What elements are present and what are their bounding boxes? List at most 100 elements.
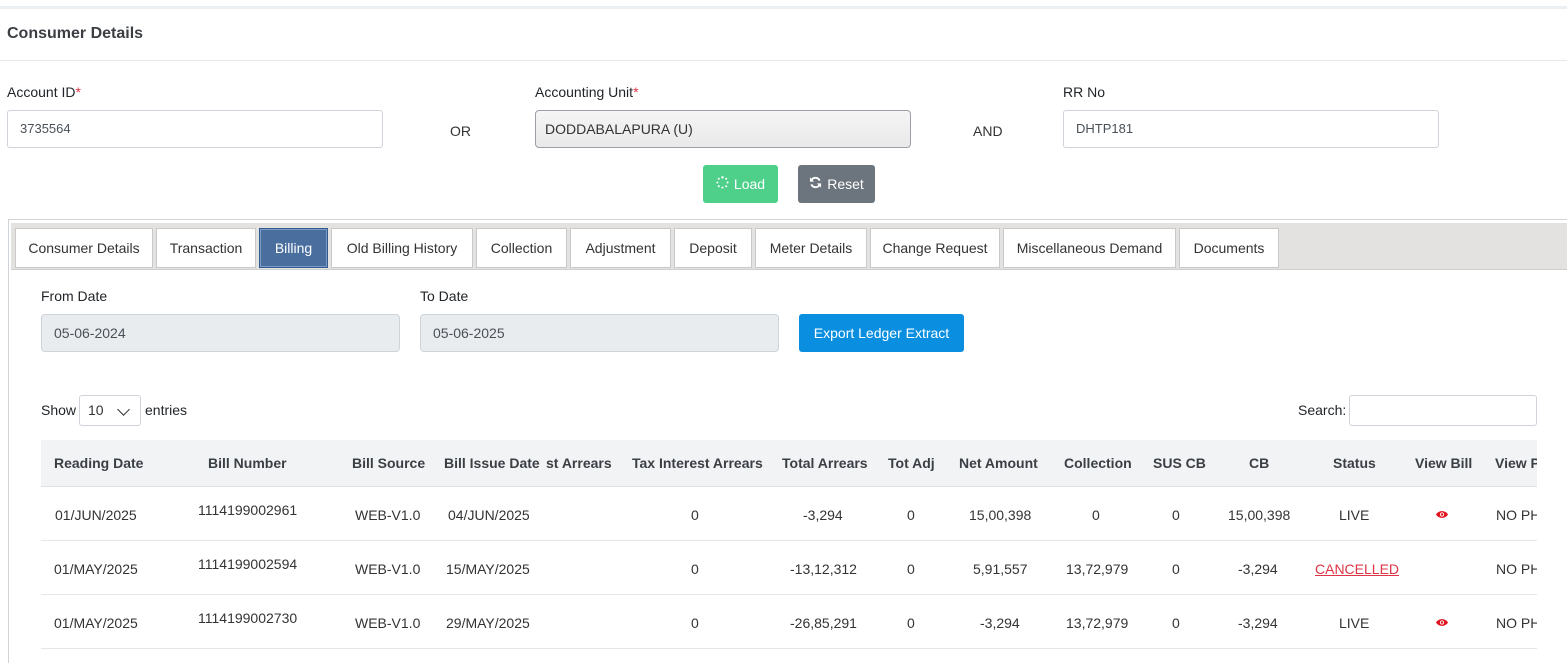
tab-miscellaneous-demand[interactable]: Miscellaneous Demand [1003,228,1176,268]
col-tot-adj[interactable]: Tot Adj [888,455,935,471]
col-view-bill[interactable]: View Bill [1415,455,1473,471]
page-title: Consumer Details [7,25,144,42]
tab-meter-details[interactable]: Meter Details [755,228,867,268]
cell-bill-source: WEB-V1.0 [355,615,421,631]
entries-select[interactable]: 10 [79,395,141,426]
tab-old-billing-history[interactable]: Old Billing History [331,228,473,268]
cell-view-photo: NO PH [1496,507,1537,523]
eye-icon[interactable] [1436,618,1448,627]
cell-total-arrears: -3,294 [803,507,843,523]
cell-tot-adj: 0 [907,615,915,631]
col-status[interactable]: Status [1333,455,1376,471]
entries-value: 10 [88,402,104,418]
cell-cb: -3,294 [1238,615,1278,631]
chevron-down-icon [117,403,130,416]
cell-tot-adj: 0 [907,561,915,577]
cell-tax-interest-arrears: 0 [691,615,699,631]
col-view-photo[interactable]: View P [1495,455,1537,471]
table-header: Reading Date Bill Number Bill Source Bil… [41,440,1537,487]
cell-bill-issue-date: 15/MAY/2025 [446,561,530,577]
cell-status: LIVE [1339,615,1370,631]
cell-bill-issue-date: 29/MAY/2025 [446,615,530,631]
row-divider [41,648,1537,649]
col-reading-date[interactable]: Reading Date [54,455,144,471]
billing-table: Reading Date Bill Number Bill Source Bil… [41,440,1537,663]
cell-collection: 0 [1092,507,1100,523]
search-input[interactable] [1349,395,1537,426]
tab-collection[interactable]: Collection [476,228,567,268]
spinner-icon [716,176,729,192]
search-label: Search: [1298,402,1347,418]
export-ledger-button[interactable]: Export Ledger Extract [799,314,964,352]
cell-net-amount: 15,00,398 [969,507,1032,523]
cell-cb: -3,294 [1238,561,1278,577]
tab-documents[interactable]: Documents [1179,228,1279,268]
cell-view-photo: NO PH [1496,615,1537,631]
cell-total-arrears: -26,85,291 [790,615,857,631]
cell-collection: 13,72,979 [1066,615,1129,631]
col-bill-source[interactable]: Bill Source [352,455,426,471]
tab-deposit[interactable]: Deposit [674,228,752,268]
cell-reading-date: 01/JUN/2025 [55,507,137,523]
col-tax-interest-arrears[interactable]: Tax Interest Arrears [632,455,763,471]
cell-reading-date: 01/MAY/2025 [54,561,138,577]
cell-bill-number: 1114199002594 [198,556,298,572]
cell-net-amount: 5,91,557 [973,561,1028,577]
col-sus-cb[interactable]: SUS CB [1153,455,1206,471]
cell-sus-cb: 0 [1172,507,1180,523]
from-date-input[interactable]: 05-06-2024 [41,314,400,352]
tab-consumer-details[interactable]: Consumer Details [15,228,153,268]
col-cb[interactable]: CB [1249,455,1270,471]
to-date-input[interactable]: 05-06-2025 [420,314,779,352]
title-divider [0,60,1567,61]
account-id-input[interactable]: 3735564 [7,110,383,148]
col-collection[interactable]: Collection [1064,455,1132,471]
cell-collection: 13,72,979 [1066,561,1129,577]
cell-sus-cb: 0 [1172,615,1180,631]
rr-no-input[interactable]: DHTP181 [1063,110,1439,148]
show-label: Show [41,402,77,418]
tab-billing[interactable]: Billing [259,228,328,268]
cell-total-arrears: -13,12,312 [790,561,857,577]
cell-tax-interest-arrears: 0 [691,507,699,523]
entries-label: entries [145,402,188,418]
accounting-unit-label: Accounting Unit* [535,84,639,100]
or-separator: OR [450,123,471,139]
account-id-label: Account ID* [7,84,81,100]
cell-net-amount: -3,294 [980,615,1020,631]
cancelled-status-link[interactable]: CANCELLED [1315,561,1400,577]
tab-transaction[interactable]: Transaction [156,228,256,268]
to-date-label: To Date [420,288,469,304]
cell-bill-number: 1114199002730 [198,610,298,626]
cell-view-photo: NO PH [1496,561,1537,577]
accounting-unit-select[interactable]: DODDABALAPURA (U) [535,110,911,148]
cell-sus-cb: 0 [1172,561,1180,577]
col-bill-issue-date[interactable]: Bill Issue Date [444,455,540,471]
cell-bill-number: 1114199002961 [198,502,298,518]
load-label: Load [733,176,766,192]
col-interest-arrears[interactable]: st Arrears [546,455,612,471]
refresh-icon [809,176,822,192]
eye-icon[interactable] [1436,510,1448,519]
cell-cb: 15,00,398 [1228,507,1291,523]
tab-change-request[interactable]: Change Request [870,228,1000,268]
and-separator: AND [973,123,1003,139]
load-button[interactable]: Load [703,165,778,203]
col-total-arrears[interactable]: Total Arrears [782,455,868,471]
reset-button[interactable]: Reset [798,165,875,203]
cell-bill-source: WEB-V1.0 [355,561,421,577]
reset-label: Reset [827,176,864,192]
cell-reading-date: 01/MAY/2025 [54,615,138,631]
row-divider [41,594,1537,595]
from-date-label: From Date [41,288,108,304]
cell-tot-adj: 0 [907,507,915,523]
col-net-amount[interactable]: Net Amount [959,455,1038,471]
details-panel [8,219,1567,663]
cell-tax-interest-arrears: 0 [691,561,699,577]
top-divider [0,6,1567,9]
tab-adjustment[interactable]: Adjustment [570,228,671,268]
col-bill-number[interactable]: Bill Number [208,455,287,471]
row-divider [41,540,1537,541]
cell-status: LIVE [1339,507,1370,523]
rr-no-label: RR No [1063,84,1106,100]
